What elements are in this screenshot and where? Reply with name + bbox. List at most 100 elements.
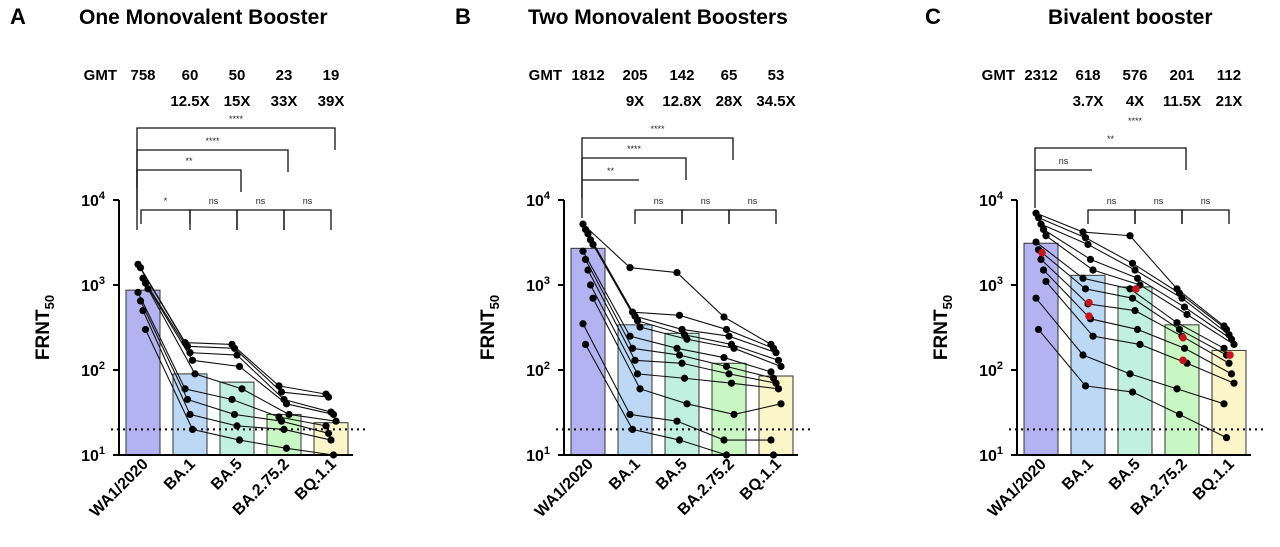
significance-label: ns: [256, 196, 266, 206]
y-tick-base: 10: [979, 448, 997, 465]
data-point: [584, 230, 592, 238]
significance-bracket: [236, 209, 285, 230]
fold-change: 9X: [626, 93, 644, 110]
data-point: [589, 294, 597, 302]
y-tick-exponent: 1: [997, 445, 1003, 457]
fold-change: 15X: [224, 93, 251, 110]
significance-label: **: [607, 166, 615, 176]
significance-bracket: [728, 209, 777, 224]
y-tick-exponent: 3: [99, 275, 105, 287]
data-point: [675, 351, 684, 359]
data-point: [725, 370, 733, 378]
y-axis-label-subscript: 50: [487, 295, 502, 309]
data-point: [581, 255, 590, 264]
x-tick-label: WA1/2020: [87, 456, 152, 521]
red-data-point: [1132, 285, 1140, 293]
significance-label: **: [185, 156, 193, 166]
y-tick-exponent: 3: [997, 275, 1003, 287]
data-point: [581, 340, 590, 349]
data-point: [1180, 303, 1189, 311]
significance-label: ****: [229, 114, 244, 124]
panel-letter: C: [925, 4, 941, 29]
data-point: [1128, 294, 1137, 302]
panel-letter: A: [10, 4, 26, 29]
significance-label: ns: [1059, 156, 1069, 166]
data-point: [238, 385, 246, 393]
data-point: [1225, 359, 1233, 367]
gmt-value: 19: [323, 67, 340, 84]
y-tick-base: 10: [979, 363, 997, 380]
red-data-point: [1085, 298, 1093, 307]
data-point: [1133, 274, 1142, 282]
data-point: [332, 417, 340, 425]
gmt-value: 142: [669, 67, 694, 84]
data-point: [1175, 325, 1184, 334]
y-tick-base: 10: [81, 278, 99, 295]
data-point: [322, 422, 330, 430]
data-point: [1084, 240, 1092, 249]
x-tick-label: BQ.1.1: [292, 456, 340, 504]
data-point: [233, 351, 241, 359]
y-tick-label: 104: [979, 190, 1004, 210]
data-point: [730, 410, 738, 419]
individual-line: [582, 223, 772, 345]
data-point: [324, 429, 333, 437]
gmt-value: 60: [182, 67, 199, 84]
data-point: [722, 362, 731, 371]
significance-label: ns: [654, 196, 664, 206]
data-point: [280, 425, 288, 434]
data-point: [329, 410, 338, 419]
data-point: [727, 379, 736, 387]
data-point: [1037, 220, 1045, 228]
x-tick-label: BQ.1.1: [737, 456, 785, 504]
data-point: [1089, 332, 1097, 340]
data-point: [678, 359, 686, 367]
significance-label: ns: [303, 196, 313, 206]
fold-change: 21X: [1216, 93, 1243, 110]
data-point: [1175, 410, 1184, 419]
gmt-value: 576: [1122, 67, 1147, 84]
data-point: [1180, 344, 1189, 352]
data-point: [327, 436, 335, 444]
data-point: [235, 436, 244, 444]
data-point: [1032, 294, 1040, 302]
data-point: [1089, 266, 1097, 274]
data-point: [186, 349, 194, 357]
y-axis-label-main: FRNT: [931, 309, 952, 360]
data-point: [1081, 382, 1090, 390]
gmt-label: GMT: [529, 67, 562, 84]
fold-change: 3.7X: [1073, 93, 1104, 110]
gmt-value: 23: [276, 67, 293, 84]
data-point: [579, 220, 587, 228]
y-tick-label: 103: [81, 275, 105, 295]
data-point: [584, 266, 592, 274]
data-point: [673, 417, 681, 425]
data-point: [1126, 285, 1134, 293]
data-point: [324, 393, 333, 401]
data-point: [1086, 255, 1095, 264]
data-point: [722, 325, 731, 334]
significance-label: ****: [1128, 116, 1143, 126]
fold-change: 12.8X: [662, 93, 701, 110]
data-point: [1173, 319, 1181, 327]
y-axis-label-subscript: 50: [42, 295, 57, 309]
significance-label: ns: [1201, 196, 1211, 206]
significance-bracket: [136, 127, 336, 188]
significance-label: ****: [627, 144, 642, 154]
x-tick-label: BA.5: [208, 456, 246, 494]
data-point: [720, 353, 728, 362]
data-point: [1126, 232, 1134, 240]
data-point: [1220, 344, 1228, 352]
data-point: [1042, 232, 1050, 240]
data-point: [774, 356, 783, 364]
data-point: [141, 279, 150, 287]
x-tick-label: BA.1: [606, 456, 644, 494]
red-data-point: [1226, 351, 1234, 359]
red-data-point: [1085, 312, 1093, 320]
gmt-value: 1812: [571, 67, 604, 84]
y-tick-label: 101: [979, 445, 1003, 465]
y-tick-exponent: 4: [544, 190, 551, 202]
gmt-value: 205: [622, 67, 647, 84]
data-point: [191, 370, 199, 378]
data-point: [1042, 277, 1050, 286]
